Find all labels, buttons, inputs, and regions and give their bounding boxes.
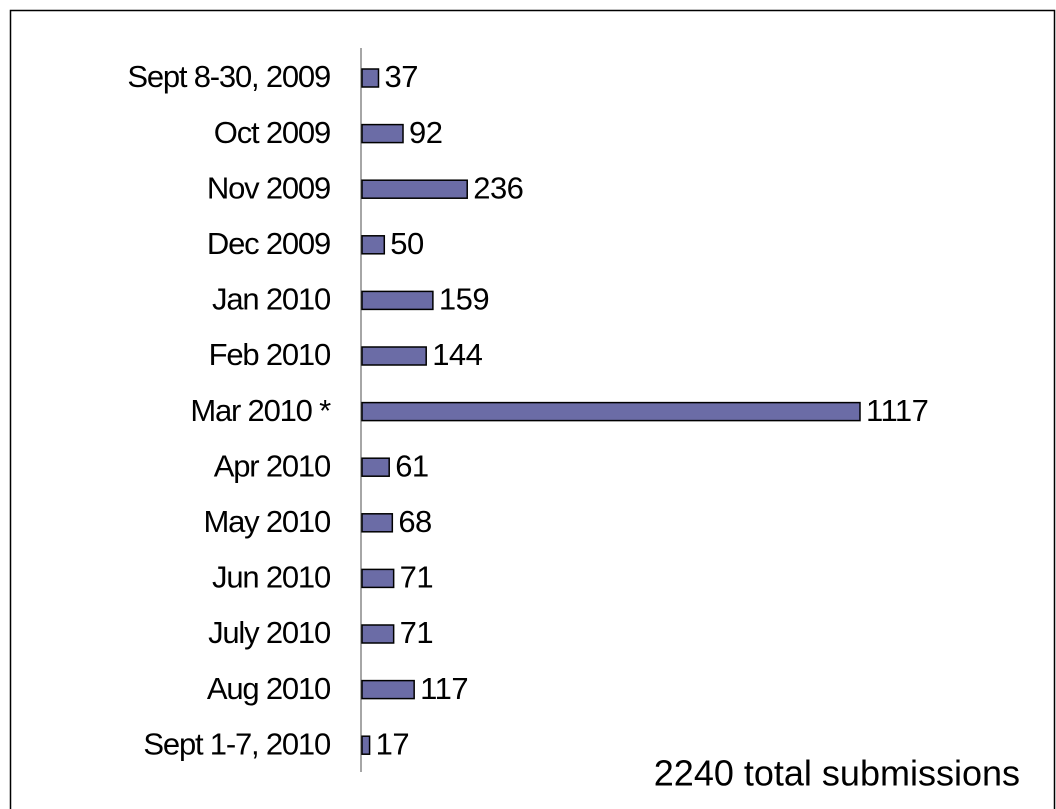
bar	[361, 290, 434, 311]
category-label: Apr 2010	[214, 448, 331, 483]
value-label: 144	[432, 337, 482, 372]
annotation: 2240 total submissions	[654, 753, 1020, 794]
bar	[361, 123, 404, 144]
category-label: Jun 2010	[212, 560, 331, 595]
value-label: 71	[400, 560, 433, 595]
value-label: 50	[390, 226, 424, 261]
bar	[361, 68, 380, 88]
category-label: Aug 2010	[207, 671, 331, 706]
bar	[361, 679, 415, 700]
category-label: July 2010	[208, 615, 331, 650]
bar	[361, 179, 468, 199]
category-label: Sept 1-7, 2010	[143, 726, 331, 761]
value-label: 17	[376, 726, 409, 761]
value-label: 159	[439, 282, 489, 317]
bar	[361, 513, 394, 533]
frame	[9, 9, 1056, 809]
value-label: 37	[384, 59, 417, 94]
category-label: Nov 2009	[207, 170, 330, 205]
category-label: Feb 2010	[209, 337, 331, 372]
bar	[361, 457, 390, 477]
bar	[361, 568, 395, 589]
bar	[361, 346, 427, 366]
bar	[361, 735, 371, 755]
category-label: Mar 2010 *	[190, 393, 331, 428]
value-label: 117	[420, 671, 468, 706]
bar	[361, 235, 386, 255]
value-label: 236	[473, 170, 523, 205]
value-label: 61	[395, 448, 428, 483]
value-label: 68	[398, 504, 431, 539]
value-label: 92	[409, 115, 442, 150]
category-label: Dec 2009	[207, 226, 330, 261]
bar	[361, 401, 861, 422]
category-label: Oct 2009	[214, 115, 330, 150]
category-label: Sept 8-30, 2009	[127, 59, 330, 94]
value-label: 1117	[866, 393, 928, 428]
category-label: May 2010	[203, 504, 330, 539]
value-label: 71	[400, 615, 433, 650]
bar	[361, 624, 395, 644]
category-label: Jan 2010	[212, 282, 331, 317]
